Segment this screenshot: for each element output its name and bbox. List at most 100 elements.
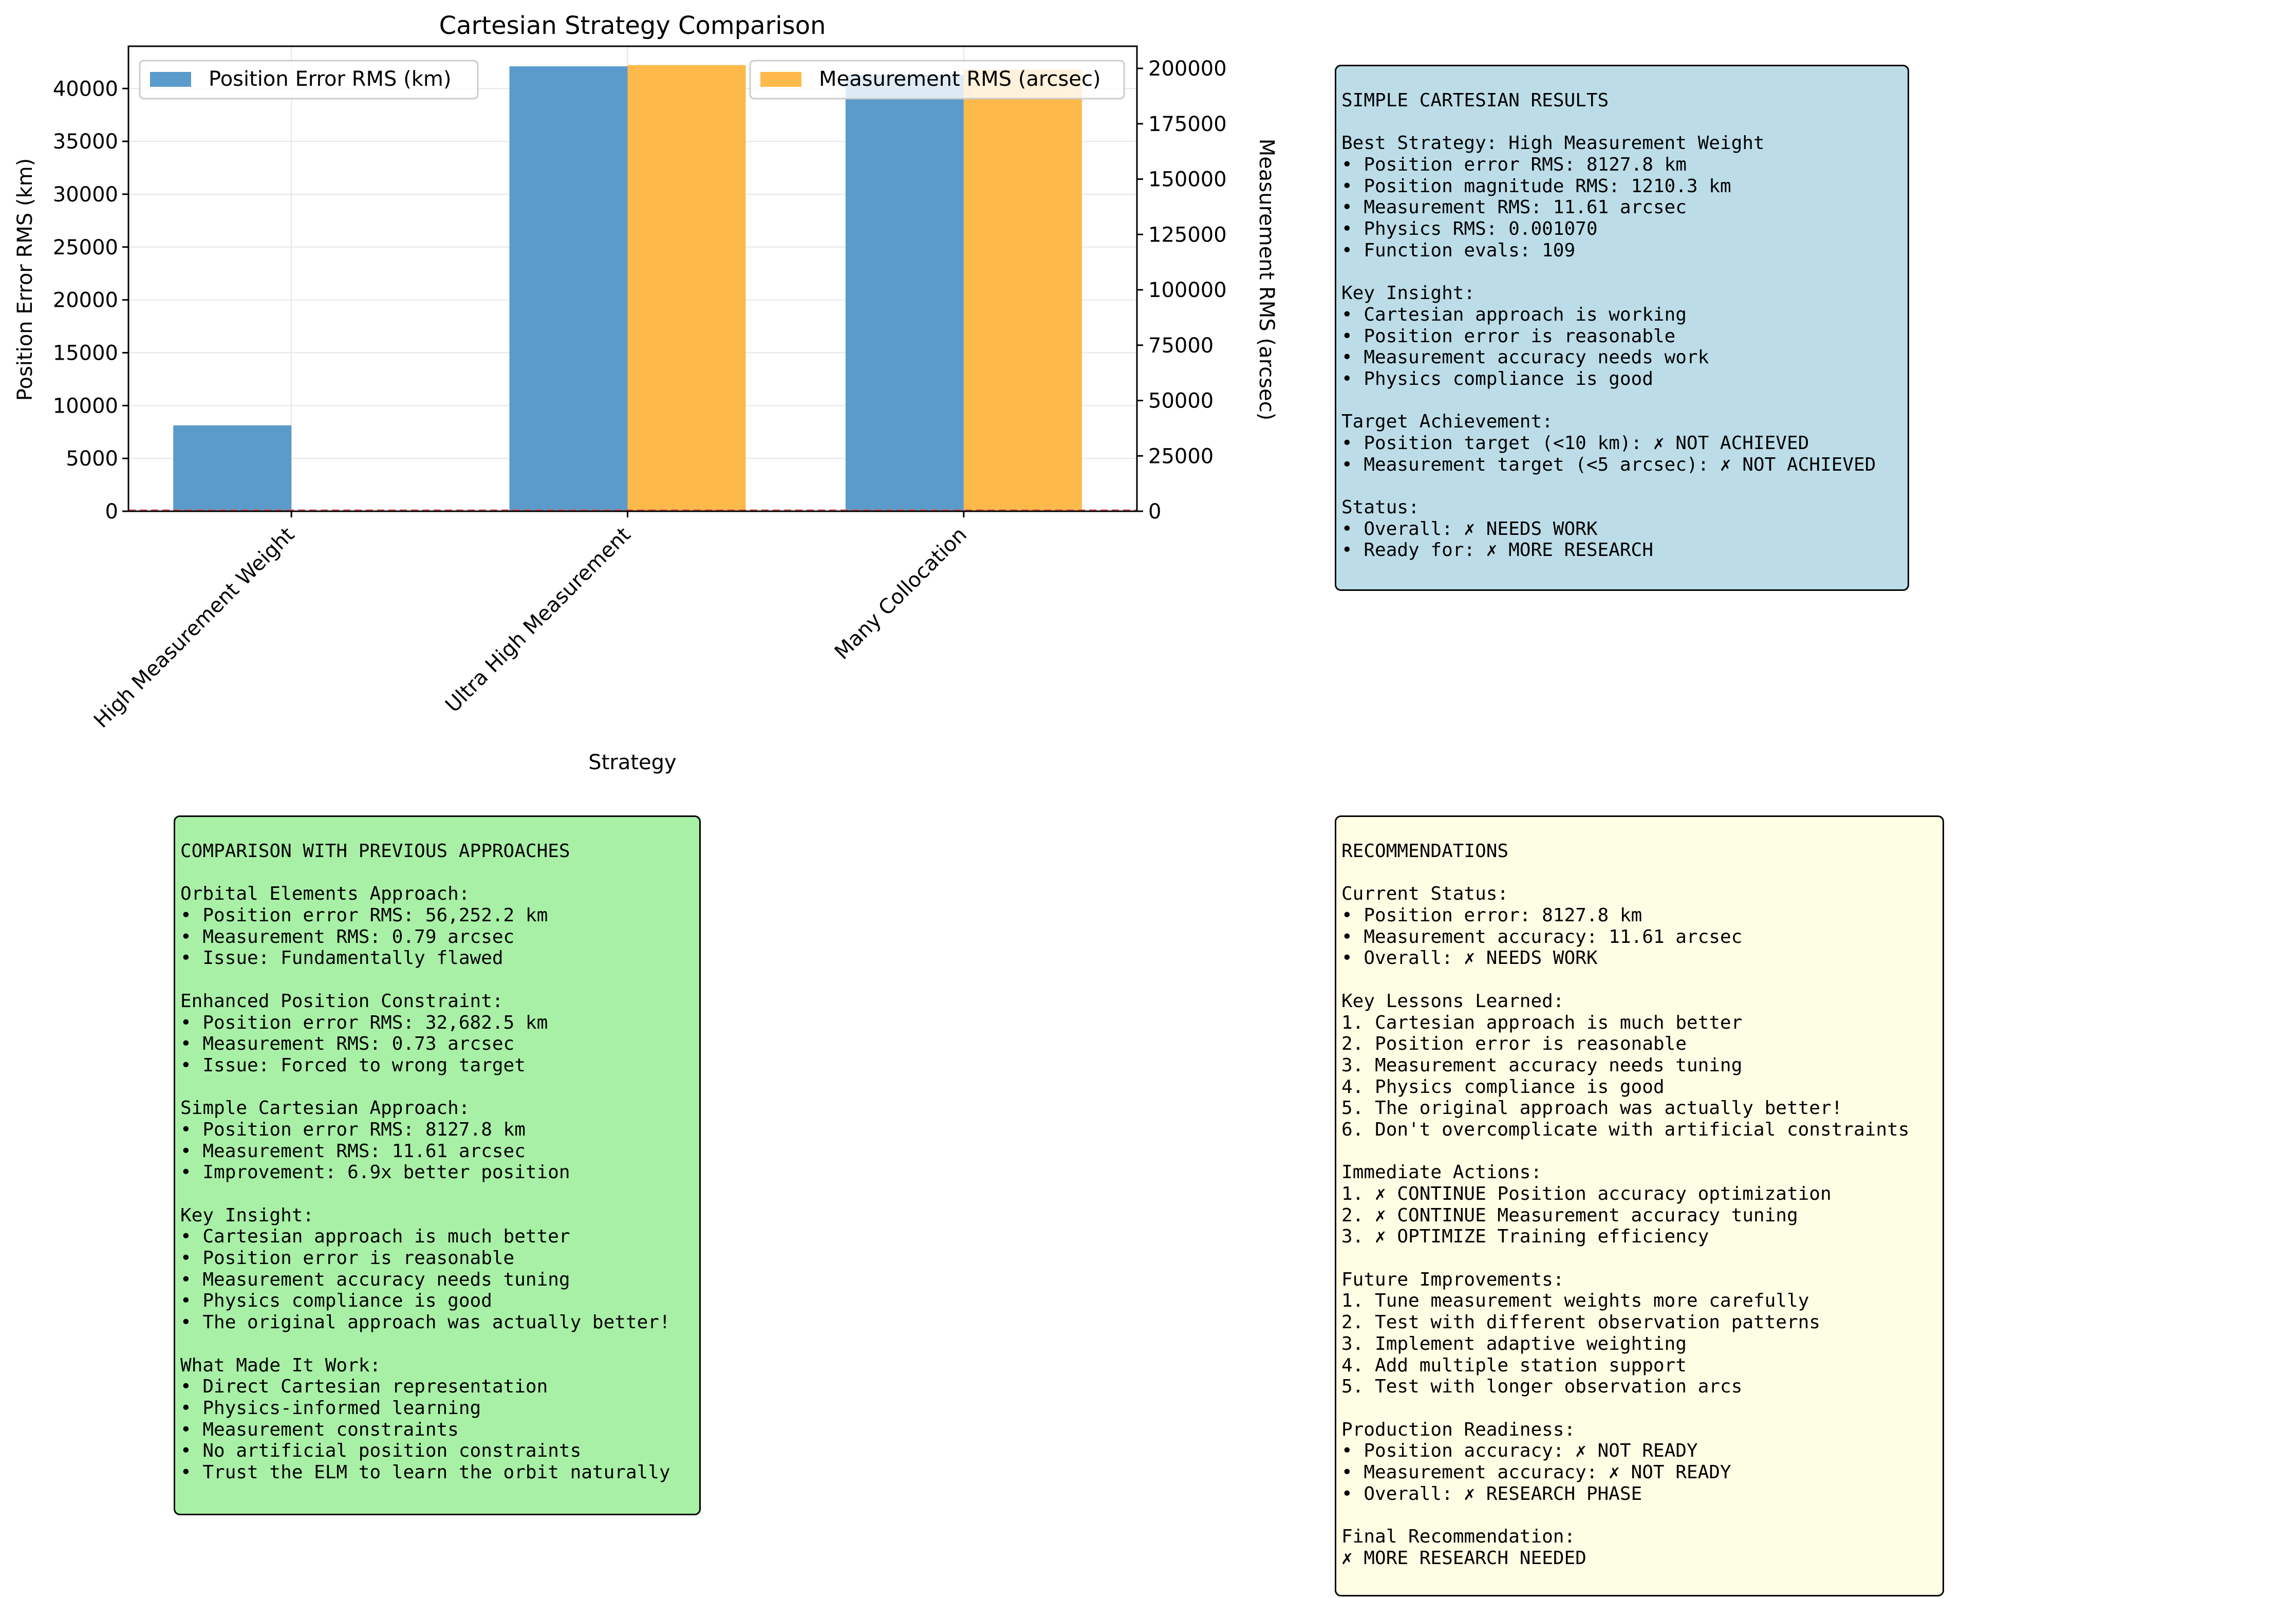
recommendations-line: 2. Position error is reasonable [1341, 1033, 1687, 1055]
recommendations-line: 2. Test with different observation patte… [1341, 1312, 1820, 1333]
recommendations-line: • Position error: 8127.8 km [1341, 905, 1642, 926]
comparison-line: • Position error RMS: 56,252.2 km [180, 905, 548, 926]
bars [128, 65, 1137, 512]
bar-measurement-rms-1 [627, 65, 746, 511]
y-tick-label-0: 0 [105, 500, 118, 524]
recommendations-line: 3. ✗ OPTIMIZE Training efficiency [1341, 1226, 1709, 1248]
y2-tick-label-6: 150000 [1148, 168, 1227, 192]
results-line [1341, 112, 1902, 133]
recommendations-line: Final Recommendation: [1341, 1526, 1576, 1547]
results-line: • Measurement RMS: 11.61 arcsec [1341, 197, 1687, 218]
comparison-line: • Position error RMS: 8127.8 km [180, 1119, 526, 1140]
comparison-line: • The original approach was actually bet… [180, 1312, 670, 1333]
recommendations-line: Key Lessons Learned: [1341, 990, 1564, 1012]
y-tick-label-6: 30000 [53, 183, 118, 207]
recommendations-line: • Position accuracy: ✗ NOT READY [1341, 1440, 1698, 1462]
recommendations-line: 5. Test with longer observation arcs [1341, 1376, 1743, 1398]
results-line: • Position error RMS: 8127.8 km [1341, 154, 1687, 176]
comparison-line [180, 969, 694, 991]
y2-tick-label-4: 100000 [1148, 278, 1227, 302]
results-panel: SIMPLE CARTESIAN RESULTS Best Strategy: H… [1335, 65, 1909, 591]
results-line: • Overall: ✗ NEEDS WORK [1341, 518, 1598, 540]
recommendations-line [1341, 1141, 1937, 1162]
bar-position-error-0 [173, 425, 292, 511]
results-line: Best Strategy: High Measurement Weight [1341, 133, 1765, 154]
comparison-line: • Measurement RMS: 0.79 arcsec [180, 926, 515, 947]
recommendations-line: Current Status: [1341, 883, 1509, 905]
comparison-line: • Measurement RMS: 0.73 arcsec [180, 1033, 515, 1055]
comparison-line: • Cartesian approach is much better [180, 1226, 570, 1248]
results-line: Key Insight: [1341, 283, 1476, 304]
recommendations-line [1341, 1504, 1937, 1526]
y-tick-label-4: 20000 [53, 289, 118, 312]
recommendations-line: 3. Implement adaptive weighting [1341, 1333, 1687, 1354]
comparison-line: COMPARISON WITH PREVIOUS APPROACHES [180, 841, 570, 862]
recommendations-line: 6. Don't overcomplicate with artificial … [1341, 1119, 1910, 1140]
y-tick-label-3: 15000 [53, 341, 118, 365]
comparison-line: • Trust the ELM to learn the orbit natur… [180, 1461, 670, 1483]
recommendations-line: 4. Physics compliance is good [1341, 1076, 1665, 1098]
y-tick-label-7: 35000 [53, 130, 118, 154]
recommendations-panel: RECOMMENDATIONS Current Status: • Position… [1335, 815, 1944, 1596]
results-line: Target Achievement: [1341, 411, 1553, 433]
results-line: • Measurement target (<5 arcsec): ✗ NOT … [1341, 454, 1876, 475]
results-line: • Physics compliance is good [1341, 368, 1653, 389]
y2-tick-label-8: 200000 [1148, 57, 1227, 81]
comparison-line: • Improvement: 6.9x better position [180, 1162, 570, 1183]
results-line: • Cartesian approach is working [1341, 304, 1687, 325]
recommendations-line: 2. ✗ CONTINUE Measurement accuracy tunin… [1341, 1204, 1798, 1226]
axes [122, 45, 1143, 517]
comparison-line: • No artificial position constraints [180, 1440, 582, 1462]
recommendations-line: 1. ✗ CONTINUE Position accuracy optimiza… [1341, 1183, 1832, 1204]
comparison-line: • Physics compliance is good [180, 1290, 492, 1312]
results-line: • Ready for: ✗ MORE RESEARCH [1341, 540, 1653, 561]
recommendations-line: ✗ MORE RESEARCH NEEDED [1341, 1547, 1586, 1569]
comparison-line [180, 1183, 694, 1205]
y2-tick-label-3: 75000 [1148, 334, 1214, 358]
strategy-comparison-chart: 0 5000 10000 15000 20000 25000 30000 35000 40000… [13, 11, 1278, 774]
comparison-line: • Measurement accuracy needs tuning [180, 1269, 570, 1290]
y2-tick-label-0: 0 [1148, 500, 1161, 524]
comparison-line [180, 1333, 694, 1355]
y2-tick-label-7: 175000 [1148, 113, 1227, 136]
recommendations-line: 1. Cartesian approach is much better [1341, 1012, 1743, 1033]
x-tick-label-1: Ultra High Measurement [441, 523, 635, 717]
recommendations-line: 5. The original approach was actually be… [1341, 1098, 1843, 1119]
y-tick-label-1: 5000 [66, 447, 118, 471]
results-line: • Physics RMS: 0.001070 [1341, 218, 1598, 240]
results-line [1341, 262, 1902, 283]
recommendations-line: Future Improvements: [1341, 1269, 1564, 1290]
y2-tick-label-2: 50000 [1148, 389, 1214, 413]
recommendations-line: • Overall: ✗ RESEARCH PHASE [1341, 1483, 1642, 1504]
comparison-line: • Measurement RMS: 11.61 arcsec [180, 1140, 526, 1162]
y-tick-label-8: 40000 [53, 77, 118, 101]
recommendations-line: • Measurement accuracy: ✗ NOT READY [1341, 1461, 1731, 1483]
comparison-line: • Issue: Fundamentally flawed [180, 947, 503, 969]
y-axis-label: Position Error RMS (km) [13, 158, 37, 401]
plot-frame [127, 45, 1138, 512]
comparison-line: Key Insight: [180, 1204, 314, 1226]
recommendations-line: • Measurement accuracy: 11.61 arcsec [1341, 926, 1743, 947]
y2-tick-label-5: 125000 [1148, 223, 1227, 247]
recommendations-line: RECOMMENDATIONS [1341, 841, 1509, 862]
x-tick-label-0: High Measurement Weight [89, 523, 299, 733]
results-line [1341, 475, 1902, 497]
legend-label-position: Position Error RMS (km) [209, 67, 451, 91]
legend-position-error: Position Error RMS (km) [139, 60, 479, 100]
y-tick-label-2: 10000 [53, 394, 118, 418]
comparison-line: • Measurement constraints [180, 1419, 459, 1440]
legend-swatch-position [150, 72, 191, 87]
comparison-line [180, 862, 694, 884]
chart-title: Cartesian Strategy Comparison [439, 11, 826, 40]
x-tick-label-2: Many Collocation [830, 523, 972, 664]
legend-measurement: Measurement RMS (arcsec) [749, 60, 1125, 100]
recommendations-line [1341, 1398, 1937, 1419]
comparison-line [180, 1076, 694, 1098]
y2-tick-label-1: 25000 [1148, 444, 1214, 468]
comparison-line: • Direct Cartesian representation [180, 1376, 548, 1398]
legend-label-measurement: Measurement RMS (arcsec) [819, 67, 1100, 91]
y2-axis-label: Measurement RMS (arcsec) [1255, 139, 1278, 420]
results-line: • Position error is reasonable [1341, 325, 1676, 347]
comparison-line: What Made It Work: [180, 1354, 381, 1376]
comparison-line: Orbital Elements Approach: [180, 883, 470, 905]
